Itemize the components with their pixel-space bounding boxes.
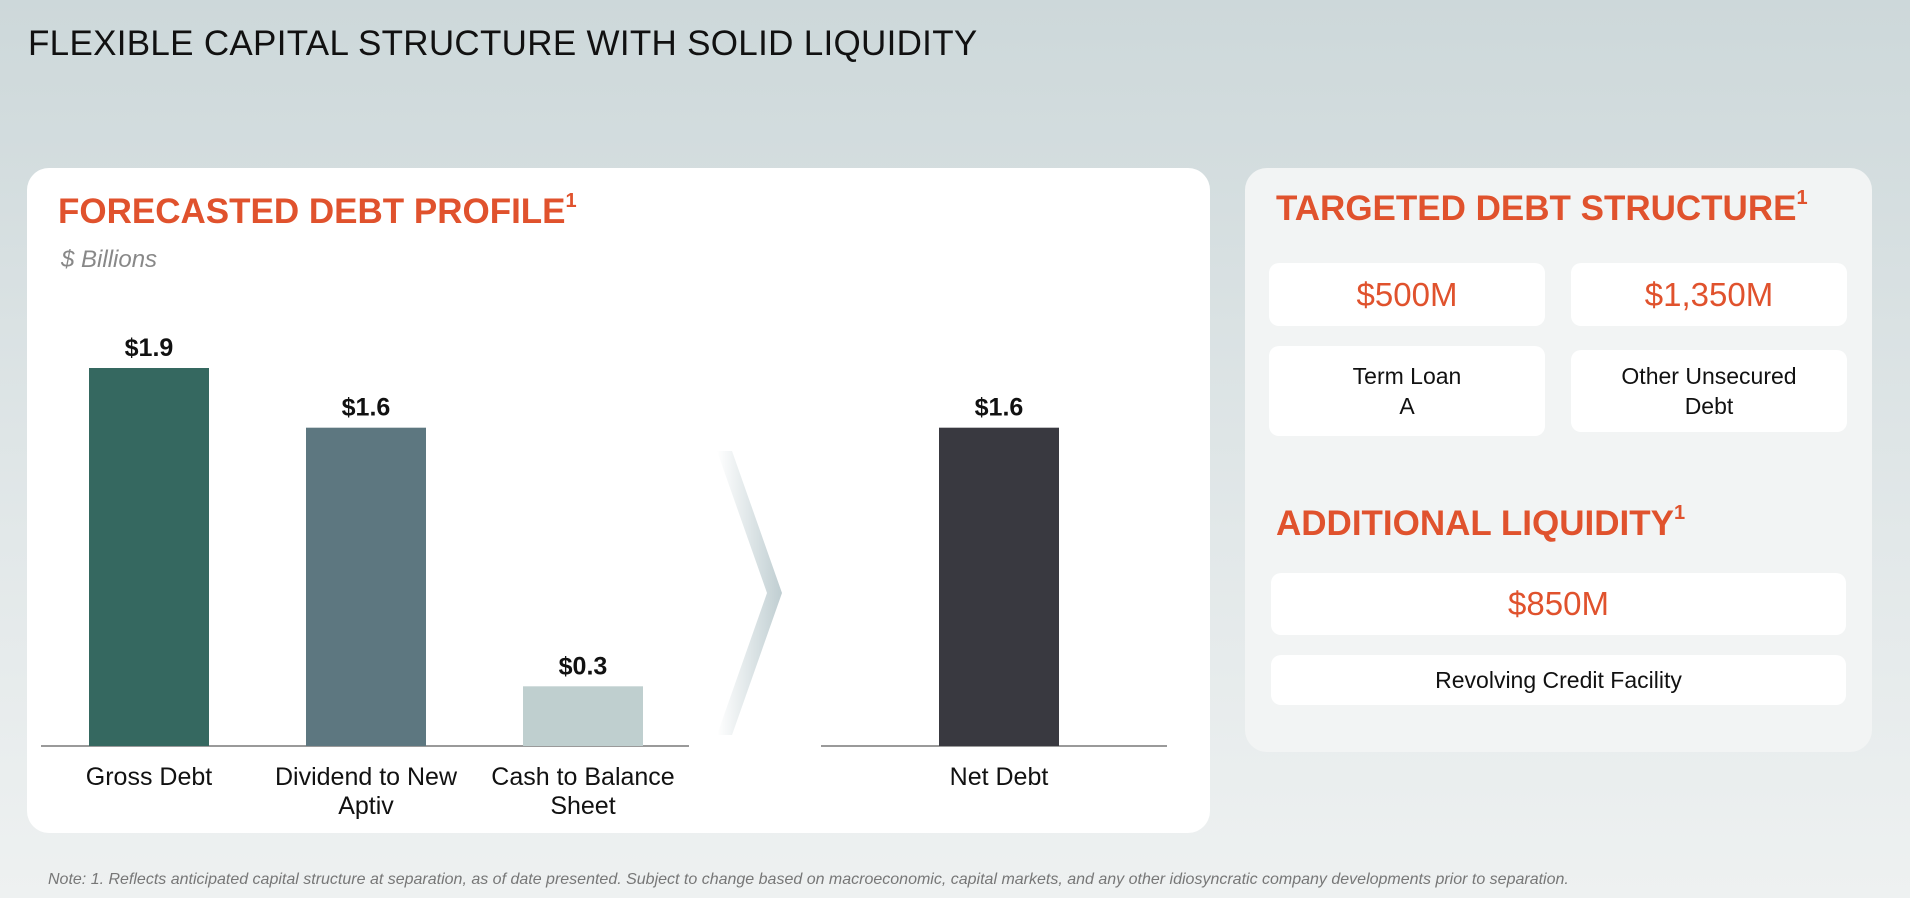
category-label: Gross Debt <box>86 763 212 791</box>
footnote: Note: 1. Reflects anticipated capital st… <box>48 871 1569 888</box>
forecasted-debt-card: FORECASTED DEBT PROFILE1 $ Billions $1.9… <box>27 168 1210 833</box>
revolver-label: Revolving Credit Facility <box>1271 655 1846 705</box>
term-loan-amount: $500M <box>1269 263 1545 326</box>
data-label: $1.9 <box>125 334 174 362</box>
targeted-debt-title-text: TARGETED DEBT STRUCTURE <box>1276 189 1797 228</box>
page-title: FLEXIBLE CAPITAL STRUCTURE WITH SOLID LI… <box>28 24 978 63</box>
bar <box>89 368 209 746</box>
bar <box>939 427 1059 746</box>
forecasted-debt-title: FORECASTED DEBT PROFILE1 <box>58 190 577 232</box>
units-label: $ Billions <box>61 246 158 273</box>
bar <box>523 686 643 746</box>
other-unsecured-amount: $1,350M <box>1571 263 1847 326</box>
forecasted-debt-footnote-marker: 1 <box>565 190 577 212</box>
category-label: Net Debt <box>950 763 1049 791</box>
additional-liquidity-title: ADDITIONAL LIQUIDITY1 <box>1276 502 1686 544</box>
term-loan-label-line1: Term Loan <box>1352 363 1462 389</box>
transition-chevron-icon <box>717 451 782 735</box>
targeted-debt-footnote-marker: 1 <box>1796 187 1808 209</box>
data-label: $0.3 <box>559 652 608 680</box>
bar <box>306 427 426 746</box>
category-label: Cash to Balance <box>491 763 674 791</box>
data-label: $1.6 <box>342 394 391 422</box>
term-loan-label-line2: A <box>1399 393 1415 419</box>
forecasted-debt-title-text: FORECASTED DEBT PROFILE <box>58 192 566 231</box>
term-loan-label: Term Loan A <box>1269 346 1545 436</box>
category-label: Dividend to New <box>275 763 458 791</box>
targeted-debt-title: TARGETED DEBT STRUCTURE1 <box>1276 187 1808 229</box>
other-unsecured-label: Other Unsecured Debt <box>1571 350 1847 432</box>
additional-liquidity-footnote-marker: 1 <box>1673 502 1686 524</box>
debt-structure-card: TARGETED DEBT STRUCTURE1 $500M $1,350M T… <box>1245 168 1872 752</box>
revolver-amount: $850M <box>1271 573 1846 635</box>
category-label: Sheet <box>550 792 615 820</box>
additional-liquidity-title-text: ADDITIONAL LIQUIDITY <box>1276 504 1674 543</box>
category-label: Aptiv <box>338 792 394 820</box>
other-unsecured-label-line2: Debt <box>1684 393 1734 419</box>
data-label: $1.6 <box>975 394 1024 422</box>
other-unsecured-label-line1: Other Unsecured <box>1621 363 1797 389</box>
